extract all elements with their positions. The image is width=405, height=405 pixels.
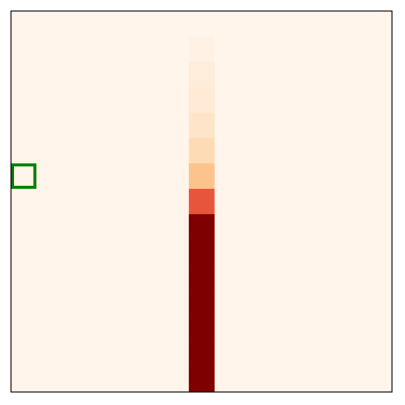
heatmap-cell [188, 11, 215, 37]
heatmap-cell [188, 138, 215, 164]
heatmap-cells [188, 11, 215, 393]
heatmap-cell [188, 341, 215, 367]
heatmap-cell [188, 61, 215, 88]
heatmap-cell [188, 290, 215, 317]
heatmap-cell [188, 87, 215, 113]
heatmap-cell [188, 163, 215, 190]
heatmap-cell [188, 36, 215, 63]
heatmap-cell [188, 214, 215, 240]
heatmap-cell [188, 315, 215, 342]
heatmap-cell [188, 366, 215, 393]
highlight-box [11, 163, 37, 189]
plot-frame [10, 10, 393, 393]
heatmap-cell [188, 239, 215, 266]
heatmap-cell [188, 188, 215, 215]
heatmap-cell [188, 112, 215, 139]
heatmap-cell [188, 265, 215, 291]
